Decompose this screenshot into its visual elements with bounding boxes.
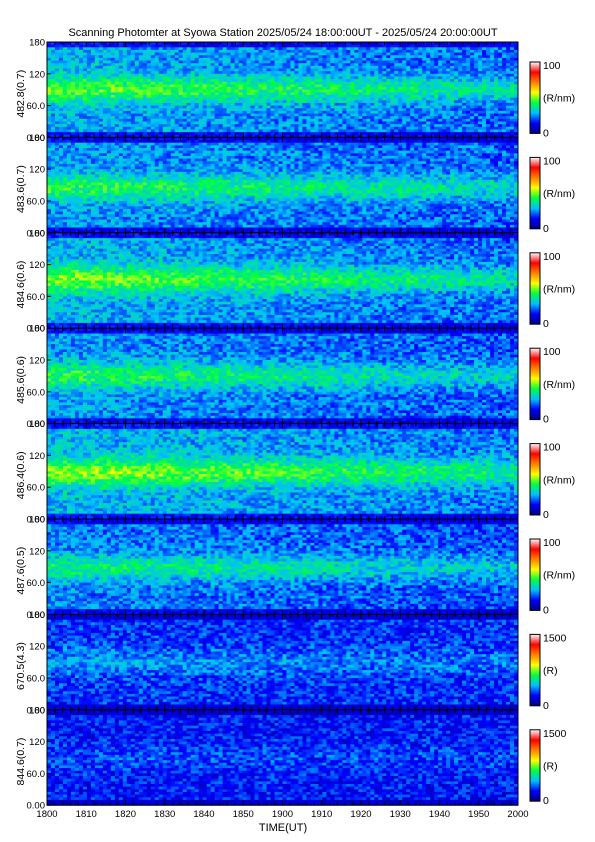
heatmap-2: [47, 137, 518, 233]
y-axis-label: 486.4(0.6): [15, 451, 27, 499]
heatmap-5: [47, 424, 518, 520]
chart-title: Scanning Photomter at Syowa Station 2025…: [68, 27, 497, 39]
colorbar-unit-label: (R): [543, 665, 558, 677]
heatmap-6: [47, 519, 518, 615]
colorbar-unit-label: (R/nm): [543, 188, 575, 200]
y-tick-label: 180: [29, 610, 45, 621]
y-tick-label: 60.0: [27, 101, 46, 112]
heatmap-7: [47, 614, 518, 710]
colorbar-min-label: 0: [543, 604, 549, 616]
colorbar-3: 100 (R/nm) 0: [530, 251, 575, 330]
heatmap-1: [47, 42, 518, 138]
x-axis-label: TIME(UT): [259, 822, 307, 834]
y-tick-label: 180: [29, 133, 45, 144]
colorbar-8: 1500 (R) 0: [530, 728, 567, 807]
x-tick-label: 1930: [390, 809, 411, 820]
colorbar-max-label: 1500: [543, 728, 567, 740]
x-tick-label: 1920: [350, 809, 371, 820]
x-tick-label: 1820: [115, 809, 136, 820]
colorbar-min-label: 0: [543, 414, 549, 426]
colorbar-min-label: 0: [543, 795, 549, 807]
y-tick-label: 120: [29, 451, 45, 462]
colorbar-7: 1500 (R) 0: [530, 632, 567, 711]
x-axis: 1800 1810 1820 1830 1840 1850 1900 1910 1920 1930…: [36, 809, 528, 820]
y-axis-label: 485.6(0.6): [15, 356, 27, 404]
heatmap-3: [47, 233, 518, 329]
y-tick-label: 120: [29, 260, 45, 271]
colorbar-max-label: 100: [543, 537, 561, 549]
y-tick-label: 180: [29, 228, 45, 239]
x-tick-label: 1840: [193, 809, 214, 820]
colorbar-unit-label: (R/nm): [543, 284, 575, 296]
y-axis-label: 670.5(4.3): [15, 642, 27, 690]
colorbar-5: 100 (R/nm) 0: [530, 442, 575, 521]
heatmap-8: [47, 710, 518, 806]
x-tick-label: 1900: [272, 809, 293, 820]
y-tick-label: 120: [29, 356, 45, 367]
y-tick-label: 60.0: [27, 387, 46, 398]
colorbar-unit-label: (R/nm): [543, 570, 575, 582]
y-tick-label: 180: [29, 419, 45, 430]
x-tick-label: 1910: [311, 809, 332, 820]
y-tick-label: 60.0: [27, 769, 46, 780]
colorbar-max-label: 100: [543, 60, 561, 72]
x-tick-label: 1810: [76, 809, 97, 820]
x-tick-label: 1830: [154, 809, 175, 820]
x-tick-label: 1850: [233, 809, 254, 820]
colorbar-unit-label: (R): [543, 761, 558, 773]
colorbar-min-label: 0: [543, 318, 549, 330]
y-axis-label: 484.6(0.6): [15, 261, 27, 309]
y-tick-label: 60.0: [27, 483, 46, 494]
colorbar-min-label: 0: [543, 223, 549, 235]
colorbar-max-label: 1500: [543, 632, 567, 644]
y-axis-label: 844.6(0.7): [15, 738, 27, 786]
y-axis-label: 483.6(0.7): [15, 165, 27, 213]
colorbar-max-label: 100: [543, 251, 561, 263]
panels-layer: 0.0060.0120180482.8(0.7)100(R/nm)00.0060…: [15, 38, 575, 812]
y-tick-label: 120: [29, 546, 45, 557]
y-axis-label: 487.6(0.5): [15, 547, 27, 595]
colorbar-2: 100 (R/nm) 0: [530, 155, 575, 234]
y-tick-label: 180: [29, 705, 45, 716]
colorbar-min-label: 0: [543, 127, 549, 139]
y-tick-label: 180: [29, 515, 45, 526]
y-tick-label: 120: [29, 737, 45, 748]
heatmap-4: [47, 328, 518, 424]
y-tick-label: 60.0: [27, 292, 46, 303]
y-tick-label: 60.0: [27, 578, 46, 589]
x-tick-label: 1950: [468, 809, 489, 820]
y-tick-label: 120: [29, 642, 45, 653]
x-tick-label: 1940: [429, 809, 450, 820]
x-tick-label: 1800: [36, 809, 57, 820]
colorbar-unit-label: (R/nm): [543, 93, 575, 105]
colorbar-unit-label: (R/nm): [543, 379, 575, 391]
y-tick-label: 120: [29, 165, 45, 176]
colorbar-min-label: 0: [543, 509, 549, 521]
colorbar-4: 100 (R/nm) 0: [530, 346, 575, 425]
y-tick-label: 180: [29, 324, 45, 335]
colorbar-min-label: 0: [543, 700, 549, 712]
colorbar-max-label: 100: [543, 155, 561, 167]
x-tick-label: 2000: [507, 809, 528, 820]
colorbar-unit-label: (R/nm): [543, 474, 575, 486]
y-tick-label: 60.0: [27, 197, 46, 208]
colorbar-6: 100 (R/nm) 0: [530, 537, 575, 616]
y-tick-label: 120: [29, 69, 45, 80]
y-tick-label: 180: [29, 38, 45, 49]
colorbar-max-label: 100: [543, 442, 561, 454]
colorbar-1: 100 (R/nm) 0: [530, 60, 575, 139]
y-tick-label: 60.0: [27, 674, 46, 685]
y-axis-label: 482.8(0.7): [15, 70, 27, 118]
colorbar-max-label: 100: [543, 346, 561, 358]
